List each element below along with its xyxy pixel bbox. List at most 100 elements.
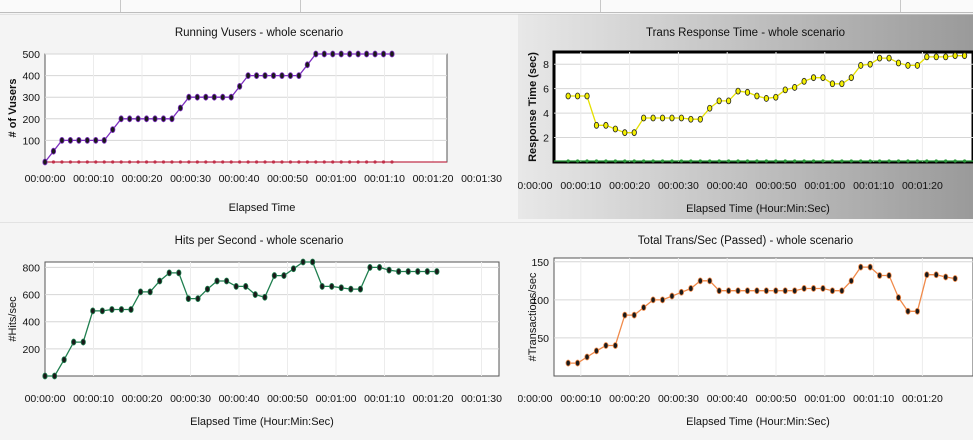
total-trans-sec-data-point	[773, 287, 779, 295]
running-vusers-ytick-label: 100	[22, 135, 40, 147]
trans-response-time-data-point	[593, 121, 600, 129]
trans-response-time-baseline-point	[925, 159, 929, 163]
total-trans-sec-data-point	[858, 263, 864, 271]
trans-response-time-ytick-label: 2	[543, 133, 549, 145]
running-vusers-baseline-point	[85, 160, 89, 164]
trans-response-time-xtick-label: 00:00:30	[658, 180, 699, 192]
trans-response-time-data-point	[782, 86, 788, 94]
total-trans-sec-data-point	[726, 287, 732, 295]
trans-response-time-data-point	[735, 87, 741, 95]
running-vusers-baseline-point	[263, 160, 267, 164]
running-vusers-baseline-point	[195, 160, 199, 164]
total-trans-sec-data-point	[744, 287, 751, 295]
running-vusers-ylabel: # of Vusers	[7, 79, 19, 138]
hits-per-second-xtick-label: 00:00:20	[122, 393, 163, 405]
panel-running-vusers[interactable]: Running Vusers - whole scenario 100 200 300…	[0, 14, 518, 219]
total-trans-sec-data-point	[735, 287, 741, 295]
trans-response-time-baseline-point	[727, 159, 731, 163]
panel-hits-per-second[interactable]: Hits per Second - whole scenario 200 400 60…	[0, 222, 518, 440]
trans-response-time-xtick-label: 00:00:00	[518, 180, 553, 192]
running-vusers-data-point	[76, 137, 82, 144]
trans-response-time-baseline-point	[660, 159, 665, 163]
total-trans-sec-data-point	[622, 311, 628, 319]
running-vusers-data-point	[363, 50, 370, 58]
running-vusers-baseline-point	[238, 160, 242, 164]
trans-response-time-data-point	[726, 97, 732, 105]
trans-response-time-baseline-point	[575, 159, 580, 163]
trans-response-time-data-point	[650, 114, 656, 122]
running-vusers-baseline-point	[314, 160, 318, 164]
trans-response-time-data-point	[810, 74, 817, 82]
total-trans-sec-xtick-label: 00:01:10	[853, 393, 894, 405]
hits-per-second-ytick-label: 800	[22, 262, 40, 274]
trans-response-time-data-point	[886, 54, 892, 62]
trans-response-time-data-point	[584, 92, 590, 100]
running-vusers-data-point	[42, 158, 48, 166]
trans-response-time-data-point	[895, 59, 902, 67]
total-trans-sec-data-point	[886, 272, 892, 279]
hits-per-second-data-point	[118, 306, 125, 313]
trans-response-time-xtick-label: 00:00:20	[609, 180, 650, 192]
running-vusers-baseline-point	[348, 160, 352, 164]
running-vusers-data-point	[380, 50, 387, 58]
trans-response-time-plot-area	[552, 50, 973, 164]
total-trans-sec-xtick-label: 00:00:20	[609, 393, 650, 405]
total-trans-sec-data-point	[754, 287, 760, 295]
total-trans-sec-data-point	[688, 285, 694, 292]
total-trans-sec-data-point	[669, 292, 675, 300]
running-vusers-data-point	[347, 50, 353, 58]
total-trans-sec-data-point	[641, 304, 647, 311]
trans-response-time-baseline-point	[642, 159, 646, 163]
trans-response-time-data-point	[763, 95, 769, 102]
running-vusers-data-point	[220, 93, 226, 101]
trans-response-time-xlabel: Elapsed Time (Hour:Min:Sec)	[686, 203, 830, 215]
trans-response-time-baseline-point	[623, 159, 627, 163]
trans-response-time-data-point	[622, 129, 628, 137]
hits-per-second-data-point	[90, 307, 96, 315]
running-vusers-data-point	[186, 93, 192, 101]
hits-per-second-data-point	[51, 372, 58, 380]
trans-response-time-data-point	[744, 88, 751, 96]
trans-response-time-data-point	[829, 80, 836, 88]
running-vusers-baseline-point	[144, 160, 149, 164]
total-trans-sec-data-point	[593, 347, 600, 355]
total-trans-sec-data-point	[603, 342, 609, 349]
hits-per-second-xlabel: Elapsed Time (Hour:Min:Sec)	[190, 416, 334, 428]
total-trans-sec-data-point	[707, 277, 713, 285]
total-trans-sec-title: Total Trans/Sec (Passed) - whole scenari…	[638, 235, 853, 247]
hits-per-second-data-point	[271, 272, 277, 279]
running-vusers-baseline-point	[381, 160, 386, 164]
hits-per-second-xtick-label: 00:01:20	[413, 393, 454, 405]
trans-response-time-baseline-point	[708, 159, 712, 163]
panel-total-trans-sec[interactable]: Total Trans/Sec (Passed) - whole scenari…	[518, 222, 973, 440]
hits-per-second-ytick-label: 200	[22, 344, 40, 356]
running-vusers-data-point	[237, 83, 243, 90]
total-trans-sec-data-point	[933, 271, 939, 279]
running-vusers-plot-area	[44, 53, 448, 163]
running-vusers-ytick-label: 400	[22, 71, 40, 83]
running-vusers-xtick-label: 00:00:00	[25, 173, 66, 185]
trans-response-time-data-point	[574, 92, 581, 100]
running-vusers-data-point	[84, 137, 90, 144]
running-vusers-data-point	[287, 72, 294, 79]
trans-response-time-data-point	[773, 93, 779, 101]
trans-response-time-data-point	[565, 92, 571, 100]
trans-response-time-data-point	[839, 80, 845, 88]
hits-per-second-data-point	[109, 306, 115, 313]
running-vusers-data-point	[313, 50, 319, 58]
panel-trans-response-time[interactable]: Trans Response Time - whole scenario 2 4 6 8…	[518, 14, 973, 219]
trans-response-time-baseline-point	[868, 159, 872, 163]
running-vusers-baseline-point	[305, 160, 309, 164]
total-trans-sec-data-point	[848, 277, 854, 285]
total-trans-sec-svg: Total Trans/Sec (Passed) - whole scenari…	[518, 222, 973, 440]
hits-per-second-xtick-label: 00:01:10	[364, 393, 405, 405]
trans-response-time-baseline-point	[896, 159, 901, 163]
hits-per-second-ytick-label: 400	[22, 317, 40, 329]
total-trans-sec-data-point	[631, 311, 637, 319]
running-vusers-baseline-point	[229, 160, 233, 164]
trans-response-time-baseline-point	[962, 159, 967, 163]
trans-response-time-baseline-point	[849, 159, 853, 163]
hits-per-second-data-point	[243, 283, 249, 290]
total-trans-sec-ytick-label: 50	[537, 333, 549, 345]
trans-response-time-data-point	[924, 53, 930, 61]
